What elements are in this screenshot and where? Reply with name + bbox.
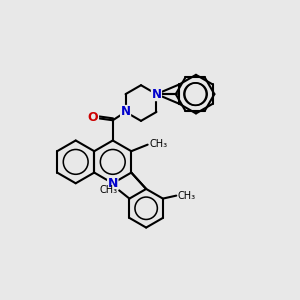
Text: N: N [108, 177, 118, 190]
Text: CH₃: CH₃ [149, 139, 167, 149]
Text: CH₃: CH₃ [100, 185, 118, 195]
Text: N: N [152, 88, 161, 100]
Text: O: O [88, 111, 98, 124]
Text: N: N [121, 106, 130, 118]
Text: CH₃: CH₃ [177, 190, 196, 201]
